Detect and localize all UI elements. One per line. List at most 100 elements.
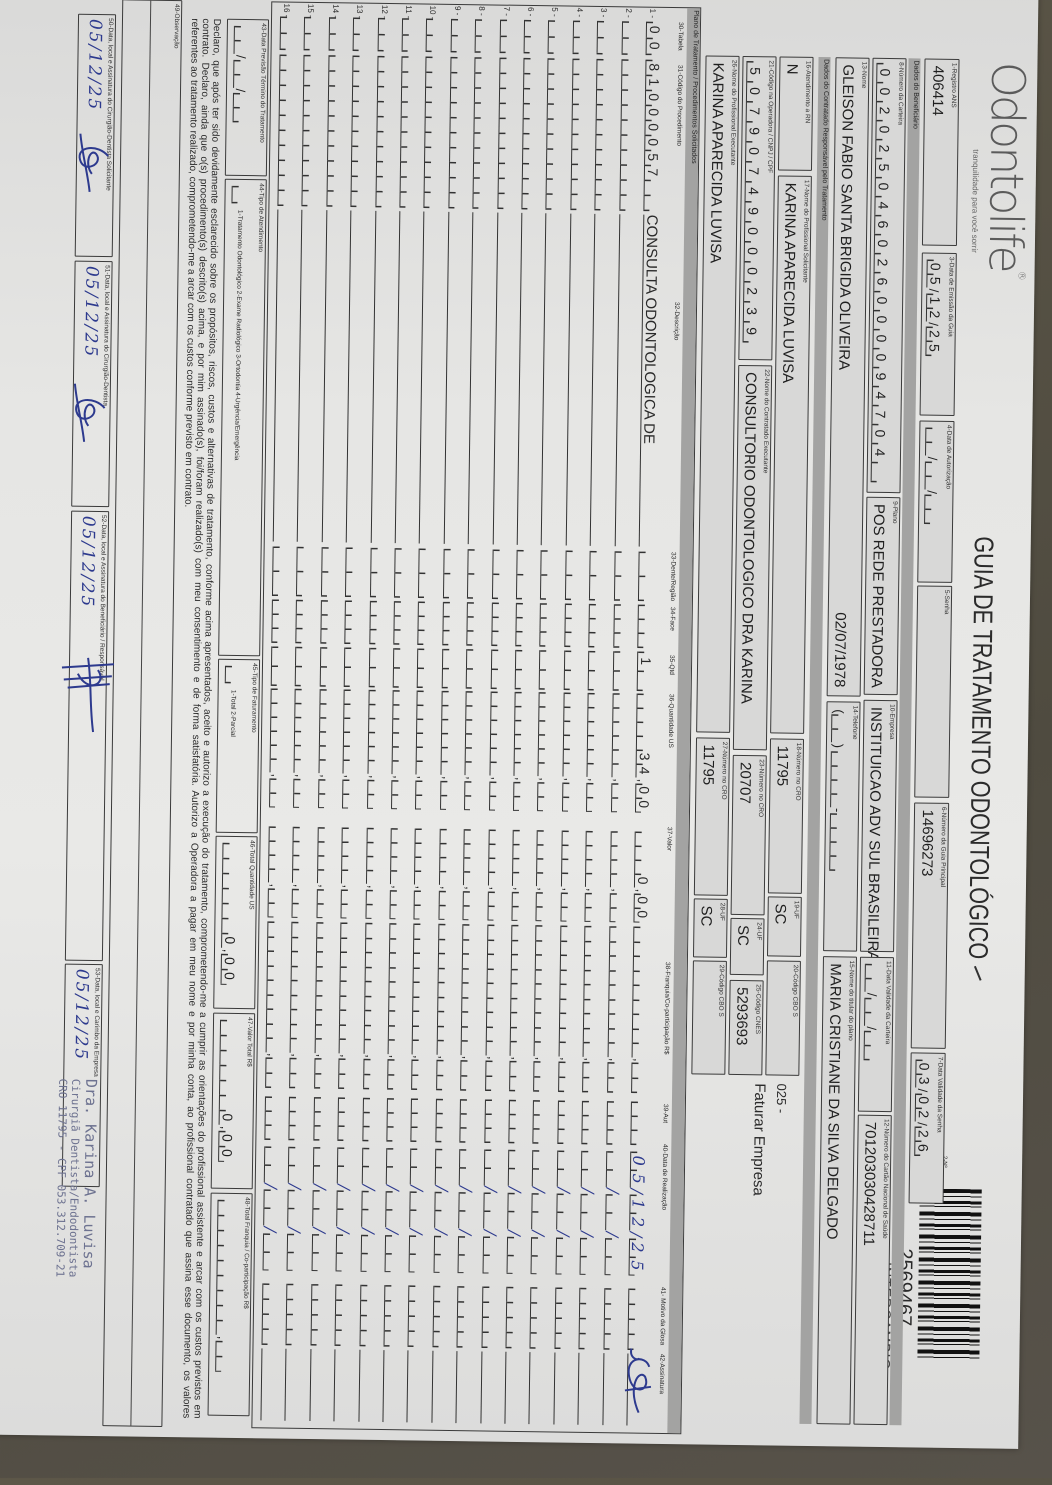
procedure-valor-field[interactable]: , xyxy=(438,829,455,920)
validade-carteira-field[interactable]: 11-Data Validade da Carteira// xyxy=(858,957,894,1112)
procedure-data-field[interactable]: // xyxy=(458,1149,476,1273)
procedure-dente-field[interactable] xyxy=(467,549,484,599)
procedure-tabela-field[interactable] xyxy=(280,16,296,50)
procedure-dente-field[interactable] xyxy=(589,551,606,601)
procedure-aut-field[interactable] xyxy=(386,1098,403,1142)
procedure-franquia-field[interactable]: , xyxy=(533,925,551,1092)
procedure-motivo-field[interactable] xyxy=(359,1285,376,1347)
procedure-valor-field[interactable]: , xyxy=(365,828,382,919)
procedure-qtd-field[interactable] xyxy=(295,647,312,687)
procedure-codigo-field[interactable] xyxy=(448,57,466,209)
procedure-qtd-field[interactable] xyxy=(612,651,629,691)
procedure-data-field[interactable]: // xyxy=(385,1148,403,1272)
procedure-valor-field[interactable]: , xyxy=(560,831,577,922)
procedure-aut-field[interactable] xyxy=(533,1100,550,1144)
procedure-data-field[interactable]: // xyxy=(604,1151,622,1275)
procedure-franquia-field[interactable]: , xyxy=(290,922,308,1089)
procedure-quantidade-us-field[interactable]: , xyxy=(440,691,458,810)
procedure-face-field[interactable] xyxy=(515,603,532,647)
procedure-signature-line[interactable] xyxy=(260,1348,277,1420)
procedure-valor-field[interactable]: , xyxy=(536,830,553,921)
total-franquia-field[interactable]: 48-Total Franquia / Co-participação R$, xyxy=(208,1193,253,1417)
procedure-tabela-field[interactable] xyxy=(353,18,369,52)
procedure-qtd-field[interactable] xyxy=(490,650,507,690)
procedure-codigo-field[interactable] xyxy=(302,55,320,207)
procedure-face-field[interactable] xyxy=(613,604,630,648)
procedure-aut-field[interactable] xyxy=(460,1099,477,1143)
procedure-qtd-field[interactable]: 1 xyxy=(637,652,654,692)
procedure-tabela-field[interactable] xyxy=(524,20,540,54)
procedure-aut-field[interactable] xyxy=(411,1098,428,1142)
procedure-valor-field[interactable]: , xyxy=(511,830,528,921)
procedure-tabela-field[interactable] xyxy=(377,18,393,52)
procedure-motivo-field[interactable] xyxy=(286,1284,303,1346)
procedure-tabela-field[interactable] xyxy=(621,21,637,55)
procedure-quantidade-us-field[interactable]: , xyxy=(611,693,629,812)
procedure-quantidade-us-field[interactable]: , xyxy=(415,690,433,809)
procedure-dente-field[interactable] xyxy=(492,550,509,600)
procedure-motivo-field[interactable] xyxy=(530,1287,547,1349)
procedure-qtd-field[interactable] xyxy=(271,646,288,686)
procedure-aut-field[interactable] xyxy=(557,1100,574,1144)
procedure-data-field[interactable]: // xyxy=(555,1150,573,1274)
procedure-tabela-field[interactable] xyxy=(475,19,491,53)
procedure-dente-field[interactable] xyxy=(516,550,533,600)
procedure-tabela-field[interactable] xyxy=(328,17,344,51)
procedure-codigo-field[interactable] xyxy=(546,58,564,210)
procedure-franquia-field[interactable]: , xyxy=(265,921,283,1088)
procedure-dente-field[interactable] xyxy=(296,547,313,597)
procedure-codigo-field[interactable] xyxy=(619,59,637,211)
procedure-aut-field[interactable] xyxy=(362,1098,379,1142)
procedure-motivo-field[interactable] xyxy=(457,1286,474,1348)
procedure-data-field[interactable]: // xyxy=(311,1147,329,1271)
procedure-qtd-field[interactable] xyxy=(564,651,581,691)
procedure-signature-line[interactable] xyxy=(578,1353,595,1425)
procedure-aut-field[interactable] xyxy=(582,1101,599,1145)
procedure-face-field[interactable] xyxy=(588,604,605,648)
procedure-dente-field[interactable] xyxy=(272,546,289,596)
procedure-dente-field[interactable] xyxy=(540,550,557,600)
procedure-motivo-field[interactable] xyxy=(603,1288,620,1350)
procedure-dente-field[interactable] xyxy=(638,552,655,602)
procedure-face-field[interactable] xyxy=(540,603,557,647)
procedure-signature-line[interactable] xyxy=(504,1352,521,1424)
procedure-aut-field[interactable] xyxy=(435,1099,452,1143)
procedure-aut-field[interactable] xyxy=(264,1096,281,1140)
procedure-face-field[interactable] xyxy=(418,601,435,645)
procedure-codigo-field[interactable] xyxy=(326,55,344,207)
procedure-aut-field[interactable] xyxy=(484,1099,501,1143)
procedure-signature-line[interactable] xyxy=(309,1349,326,1421)
procedure-motivo-field[interactable] xyxy=(481,1286,498,1348)
procedure-valor-field[interactable]: , xyxy=(609,831,626,922)
procedure-qtd-field[interactable] xyxy=(539,650,556,690)
procedure-franquia-field[interactable]: , xyxy=(363,923,381,1090)
procedure-franquia-field[interactable]: , xyxy=(558,925,576,1092)
procedure-qtd-field[interactable] xyxy=(588,651,605,691)
procedure-motivo-field[interactable] xyxy=(505,1287,522,1349)
procedure-signature-line[interactable] xyxy=(382,1350,399,1422)
procedure-quantidade-us-field[interactable]: , xyxy=(367,690,385,809)
procedure-data-field[interactable]: // xyxy=(263,1146,281,1270)
procedure-quantidade-us-field[interactable]: , xyxy=(391,690,409,809)
procedure-motivo-field[interactable] xyxy=(310,1284,327,1346)
procedure-face-field[interactable] xyxy=(491,603,508,647)
procedure-tabela-field[interactable] xyxy=(572,21,588,55)
procedure-dente-field[interactable] xyxy=(443,549,460,599)
procedure-franquia-field[interactable]: , xyxy=(509,925,527,1092)
procedure-dente-field[interactable] xyxy=(614,551,631,601)
signature-beneficiario-field[interactable]: 52-Data, local e Assinatura do Beneficiá… xyxy=(65,511,109,961)
procedure-qtd-field[interactable] xyxy=(515,650,532,690)
